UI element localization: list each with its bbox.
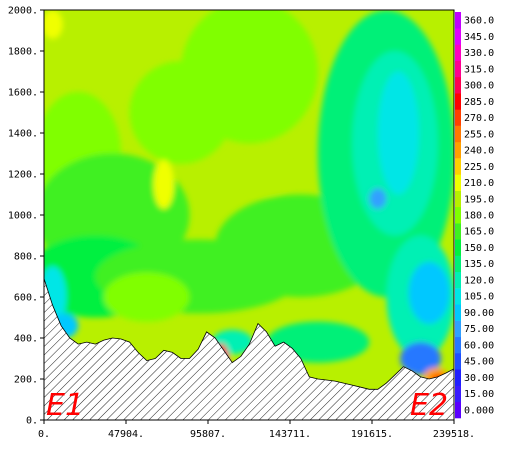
contour-region-1 [129, 61, 233, 164]
colorbar-swatch [455, 223, 461, 240]
colorbar-label: 300.0 [464, 81, 494, 92]
colorbar: 0.000 15.00 30.00 45.00 60.00 75.00 90.00 105.0… [455, 12, 494, 419]
colorbar-label: 135.0 [464, 259, 494, 270]
colorbar-label: 0.000 [464, 405, 494, 416]
contour-region-12 [408, 262, 450, 324]
contour-region-20 [103, 272, 190, 322]
colorbar-swatch [455, 141, 461, 159]
colorbar-swatch [455, 77, 461, 94]
colorbar-swatch [455, 158, 461, 175]
contour-region-9 [377, 71, 419, 195]
x-axis: 0. 47904. 95807. 143711. 191615. 239518. [38, 420, 475, 440]
contour-region-10 [369, 188, 387, 209]
colorbar-label: 285.0 [464, 97, 494, 108]
y-tick-label: 1600. [8, 88, 38, 99]
colorbar-label: 45.00 [464, 357, 494, 368]
colorbar-swatch [455, 255, 461, 273]
colorbar-swatch [455, 401, 461, 419]
colorbar-swatch [455, 304, 461, 321]
colorbar-swatch [455, 93, 461, 110]
colorbar-label: 165.0 [464, 227, 494, 238]
colorbar-label: 255.0 [464, 129, 494, 140]
colorbar-swatch [455, 125, 461, 143]
colorbar-swatch [455, 353, 461, 370]
x-tick-label: 0. [38, 429, 50, 440]
contour-region-13 [400, 342, 442, 375]
colorbar-swatch [455, 190, 461, 208]
contour-region-16 [153, 159, 175, 209]
colorbar-swatch [455, 239, 461, 256]
colorbar-label: 60.00 [464, 340, 494, 351]
y-tick-label: 800. [14, 252, 38, 263]
y-tick-label: 400. [14, 334, 38, 345]
colorbar-label: 150.0 [464, 243, 494, 254]
colorbar-swatch [455, 44, 461, 61]
contour-field [44, 10, 454, 387]
colorbar-label: 30.00 [464, 373, 494, 384]
colorbar-label: 90.00 [464, 308, 494, 319]
x-tick-label: 143711. [269, 429, 311, 440]
colorbar-label: 225.0 [464, 162, 494, 173]
region-label-e2: E2 [410, 388, 448, 423]
colorbar-label: 315.0 [464, 64, 494, 75]
colorbar-label: 195.0 [464, 194, 494, 205]
colorbar-swatch [455, 109, 461, 126]
colorbar-label: 330.0 [464, 48, 494, 59]
colorbar-label: 270.0 [464, 113, 494, 124]
y-tick-label: 600. [14, 293, 38, 304]
plot-area [44, 10, 454, 420]
contour-region-17 [44, 10, 63, 39]
colorbar-swatch [455, 28, 461, 45]
colorbar-swatch [455, 385, 461, 402]
y-tick-label: 200. [14, 375, 38, 386]
colorbar-swatch [455, 60, 461, 78]
y-tick-label: 0. [26, 416, 38, 427]
terrain-mask [44, 278, 454, 420]
y-tick-label: 1800. [8, 47, 38, 58]
colorbar-swatch [455, 271, 461, 289]
colorbar-swatch [455, 320, 461, 338]
colorbar-swatch [455, 12, 461, 29]
contour-region-21 [240, 153, 293, 195]
x-tick-label: 47904. [108, 429, 144, 440]
region-label-e1: E1 [46, 388, 84, 423]
y-axis: 0. 200. 400. 600. 800. 1000. 1200. 1400. 1600. 18… [8, 6, 44, 427]
y-tick-label: 1200. [8, 170, 38, 181]
y-tick-label: 1400. [8, 129, 38, 140]
colorbar-label: 210.0 [464, 178, 494, 189]
y-tick-label: 1000. [8, 211, 38, 222]
colorbar-label: 240.0 [464, 146, 494, 157]
colorbar-swatch [455, 206, 461, 224]
colorbar-label: 15.00 [464, 389, 494, 400]
colorbar-label: 120.0 [464, 276, 494, 287]
colorbar-swatch [455, 174, 461, 191]
colorbar-swatch [455, 336, 461, 354]
colorbar-label: 360.0 [464, 16, 494, 27]
colorbar-label: 105.0 [464, 292, 494, 303]
colorbar-label: 75.00 [464, 324, 494, 335]
colorbar-label: 180.0 [464, 211, 494, 222]
colorbar-swatch [455, 369, 461, 386]
x-tick-label: 191615. [351, 429, 393, 440]
x-tick-label: 95807. [190, 429, 226, 440]
colorbar-swatch [455, 288, 461, 305]
colorbar-label: 345.0 [464, 32, 494, 43]
y-tick-label: 2000. [8, 6, 38, 17]
x-tick-label: 239518. [433, 429, 475, 440]
